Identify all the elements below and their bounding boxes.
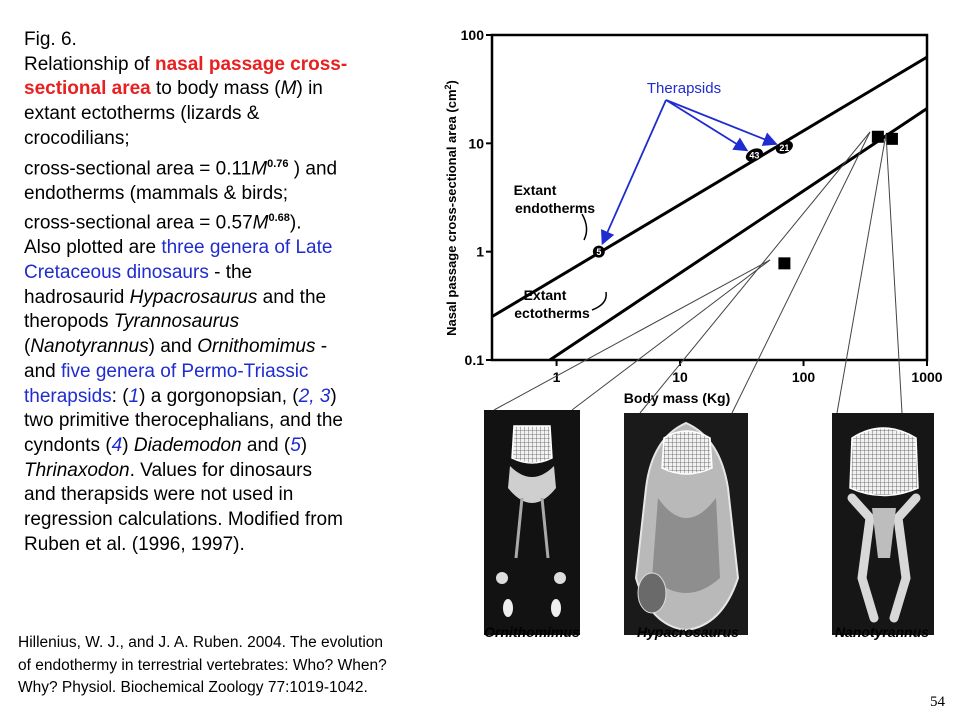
therapsid-point-label-21: 21 xyxy=(779,143,789,153)
plot-layer: 1 10 100 1000 0.1 1 10 100 Extant endotherms Extan… xyxy=(461,27,943,385)
y-tick-label: 100 xyxy=(461,27,485,43)
therapsids-label: Therapsids xyxy=(647,80,721,97)
connector-nanotyrannus-b xyxy=(836,133,887,414)
citation: Hillenius, W. J., and J. A. Ruben. 2004.… xyxy=(18,632,478,700)
regression-line-ectotherms xyxy=(549,107,928,362)
scan-label-ornithomimus: Ornithomimus xyxy=(484,624,580,640)
endotherm-label-line-1: Extant xyxy=(514,182,557,198)
regression-line-endotherms xyxy=(491,55,928,318)
caption-line-2: sectional area to body mass (M) in xyxy=(24,78,323,100)
ct-scan-nanotyrannus xyxy=(832,413,934,635)
scan-label-nanotyrannus: Nanotyrannus xyxy=(835,624,929,640)
slide-number: 54 xyxy=(930,694,945,710)
caption-line-15: two primitive therocephalians, and the xyxy=(24,410,343,432)
x-tick-label: 10 xyxy=(672,369,688,385)
x-tick-label: 1000 xyxy=(911,369,942,385)
caption-line-17: Thrinaxodon. Values for dinosaurs xyxy=(24,459,312,481)
therapsid-arrow-21 xyxy=(665,99,778,146)
connector-nanotyrannus-a xyxy=(885,133,903,414)
caption-line-4: crocodilians; xyxy=(24,127,130,149)
dinosaur-point-nanotyrannus xyxy=(885,132,898,145)
endotherm-label-pointer xyxy=(581,213,588,241)
y-tick-label: 1 xyxy=(476,244,484,260)
figure-caption: Fig. 6. Relationship of nasal passage cr… xyxy=(24,28,416,557)
ectotherm-label-line-2: ectotherms xyxy=(514,305,590,321)
therapsid-point-21 xyxy=(775,140,793,154)
caption-line-16: cyndonts (4) Diademodon and (5) xyxy=(24,434,308,456)
x-tick-label: 1 xyxy=(553,369,561,385)
caption-line-14: therapsids: (1) a gorgonopsian, (2, 3) xyxy=(24,385,337,407)
therapsid-arrow-5 xyxy=(601,99,667,246)
caption-line-13: and five genera of Permo-Triassic xyxy=(24,360,309,382)
caption-line-6: endotherms (mammals & birds; xyxy=(24,182,288,204)
ectotherm-label-line-1: Extant xyxy=(524,287,567,303)
y-tick-label: 0.1 xyxy=(465,352,485,368)
connector-hypacrosaurus-a xyxy=(731,131,871,414)
citation-line-2: of endothermy in terrestrial vertebrates… xyxy=(18,656,387,674)
ectotherm-label-pointer xyxy=(591,291,607,311)
caption-line-18: and therapsids were not used in xyxy=(24,484,294,506)
caption-line-9: Cretaceous dinosaurs - the xyxy=(24,261,253,283)
therapsid-point-5 xyxy=(592,245,605,258)
nasal-area-chart: 1 10 100 1000 0.1 1 10 100 Extant endotherms Extan… xyxy=(443,27,943,640)
connector-ornithomimus-a xyxy=(571,259,771,411)
therapsid-point-label-5: 5 xyxy=(596,247,601,257)
caption-fig-label: Fig. 6. xyxy=(24,29,77,50)
connector-hypacrosaurus-b xyxy=(639,131,871,414)
x-tick-label: 100 xyxy=(792,369,816,385)
caption-line-20: Ruben et al. (1996, 1997). xyxy=(24,533,245,555)
caption-line-8: Also plotted are three genera of Late xyxy=(24,237,333,259)
caption-line-3: extant ectotherms (lizards & xyxy=(24,103,260,125)
endotherm-label-line-2: endotherms xyxy=(515,200,595,216)
dinosaur-point-hypacrosaurus xyxy=(871,130,884,143)
therapsid-point-label-43: 43 xyxy=(749,151,759,161)
scan-connectors xyxy=(493,131,903,414)
caption-line-19: regression calculations. Modified from xyxy=(24,509,343,531)
therapsid-arrow-43 xyxy=(665,99,749,152)
caption-line-7: cross-sectional area = 0.57M0.68). xyxy=(24,212,302,234)
connector-ornithomimus-b xyxy=(493,259,771,411)
citation-line-1: Hillenius, W. J., and J. A. Ruben. 2004.… xyxy=(18,634,384,651)
y-axis-label: Nasal passage cross-sectional area (cm2) xyxy=(443,80,459,336)
plot-frame xyxy=(490,33,929,362)
citation-line-3: Why? Physiol. Biochemical Zoology 77:101… xyxy=(18,679,368,696)
y-tick-label: 10 xyxy=(468,135,484,151)
caption-line-11: theropods Tyrannosaurus xyxy=(24,311,240,333)
therapsid-point-43 xyxy=(745,148,763,162)
ct-scan-hypacrosaurus xyxy=(624,413,748,635)
scan-label-hypacrosaurus: Hypacrosaurus xyxy=(637,624,739,640)
caption-line-5: cross-sectional area = 0.11M0.76 ) and xyxy=(24,157,338,179)
x-axis-label: Body mass (Kg) xyxy=(624,390,731,406)
caption-line-1: Relationship of nasal passage cross- xyxy=(24,53,348,75)
caption-line-10: hadrosaurid Hypacrosaurus and the xyxy=(24,286,327,308)
ct-scan-ornithomimus xyxy=(484,410,580,635)
caption-line-12: (Nanotyrannus) and Ornithomimus - xyxy=(24,336,328,358)
dinosaur-point-ornithomimus xyxy=(778,257,791,270)
